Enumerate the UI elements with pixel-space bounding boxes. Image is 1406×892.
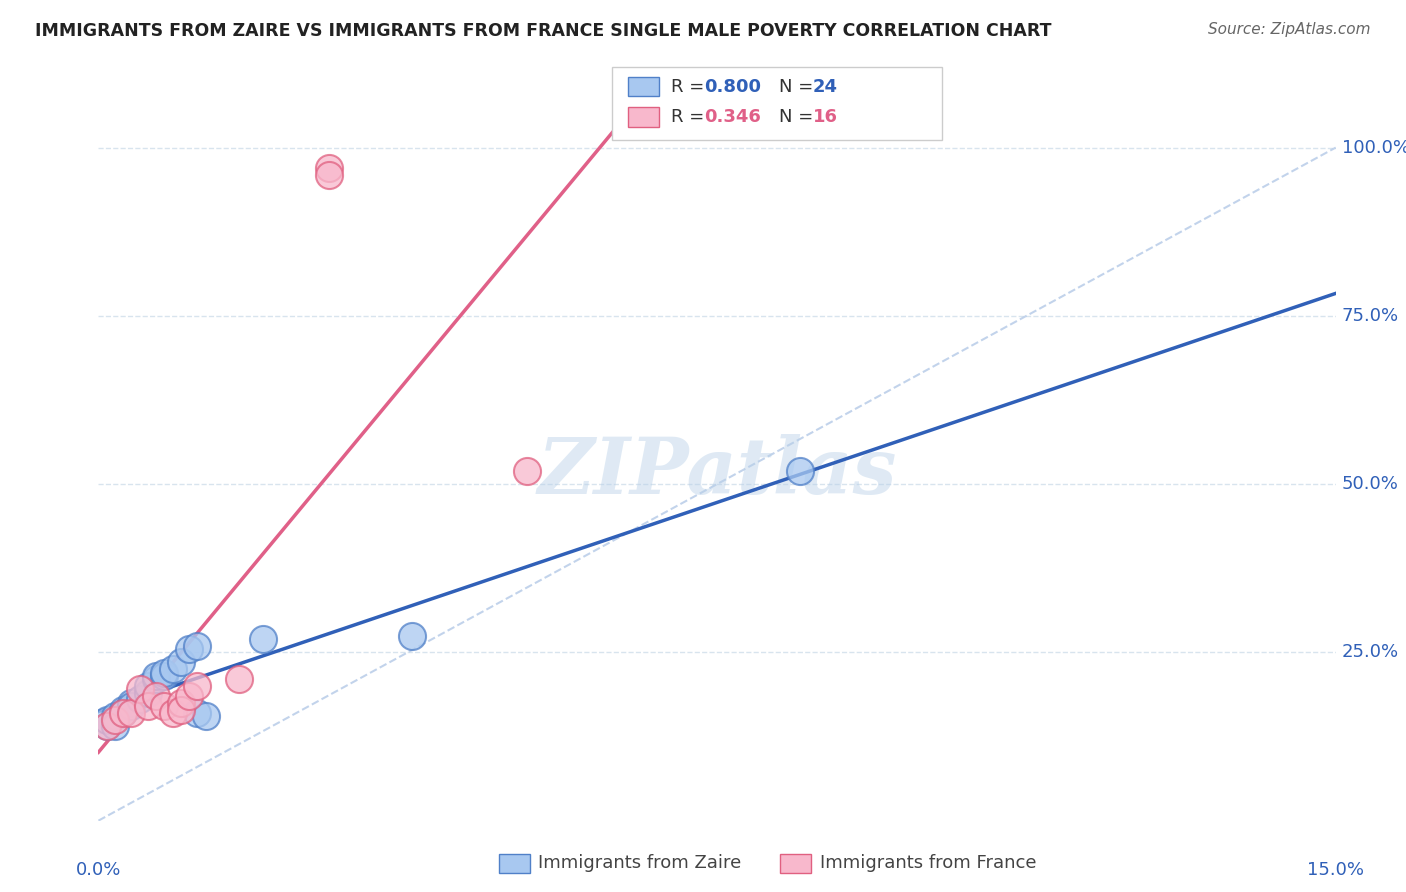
Point bbox=[136, 679, 159, 693]
Point bbox=[170, 696, 193, 710]
Point bbox=[112, 703, 135, 717]
Text: 0.0%: 0.0% bbox=[76, 862, 121, 880]
Point bbox=[128, 692, 150, 706]
Text: ZIPatlas: ZIPatlas bbox=[537, 434, 897, 511]
Point bbox=[162, 662, 184, 676]
Point bbox=[153, 665, 176, 680]
Point bbox=[153, 669, 176, 683]
Point bbox=[136, 686, 159, 700]
Point bbox=[170, 656, 193, 670]
Point bbox=[179, 642, 201, 657]
Point bbox=[96, 719, 118, 733]
Point bbox=[789, 464, 811, 478]
Point bbox=[136, 699, 159, 714]
Point bbox=[401, 628, 423, 642]
Point bbox=[112, 706, 135, 720]
Text: 24: 24 bbox=[813, 78, 838, 95]
Text: 75.0%: 75.0% bbox=[1341, 307, 1399, 325]
Point bbox=[194, 709, 217, 723]
Point bbox=[153, 699, 176, 714]
Text: R =: R = bbox=[671, 108, 710, 126]
Text: Immigrants from Zaire: Immigrants from Zaire bbox=[538, 855, 742, 872]
Point bbox=[104, 719, 127, 733]
Point bbox=[120, 706, 142, 720]
Point bbox=[179, 689, 201, 703]
Text: 0.800: 0.800 bbox=[704, 78, 762, 95]
Point bbox=[104, 709, 127, 723]
Point bbox=[186, 706, 208, 720]
Text: 50.0%: 50.0% bbox=[1341, 475, 1399, 493]
Text: R =: R = bbox=[671, 78, 710, 95]
Text: 25.0%: 25.0% bbox=[1341, 643, 1399, 661]
Point bbox=[96, 719, 118, 733]
Point bbox=[112, 706, 135, 720]
Point bbox=[96, 713, 118, 727]
Point bbox=[145, 673, 167, 687]
Text: Immigrants from France: Immigrants from France bbox=[820, 855, 1036, 872]
Text: N =: N = bbox=[779, 108, 818, 126]
Point bbox=[228, 673, 250, 687]
Text: 15.0%: 15.0% bbox=[1308, 862, 1364, 880]
Point bbox=[145, 669, 167, 683]
Point bbox=[516, 464, 538, 478]
Text: N =: N = bbox=[779, 78, 818, 95]
Text: 16: 16 bbox=[813, 108, 838, 126]
Point bbox=[318, 161, 340, 175]
Point bbox=[120, 696, 142, 710]
Point bbox=[170, 703, 193, 717]
Point bbox=[186, 639, 208, 653]
Text: 100.0%: 100.0% bbox=[1341, 138, 1406, 157]
Point bbox=[128, 682, 150, 697]
Point bbox=[145, 689, 167, 703]
Point bbox=[186, 679, 208, 693]
Text: Source: ZipAtlas.com: Source: ZipAtlas.com bbox=[1208, 22, 1371, 37]
Point bbox=[120, 699, 142, 714]
Point bbox=[252, 632, 274, 646]
Text: 0.346: 0.346 bbox=[704, 108, 761, 126]
Point bbox=[104, 713, 127, 727]
Text: IMMIGRANTS FROM ZAIRE VS IMMIGRANTS FROM FRANCE SINGLE MALE POVERTY CORRELATION : IMMIGRANTS FROM ZAIRE VS IMMIGRANTS FROM… bbox=[35, 22, 1052, 40]
Point bbox=[162, 706, 184, 720]
Point bbox=[318, 168, 340, 182]
